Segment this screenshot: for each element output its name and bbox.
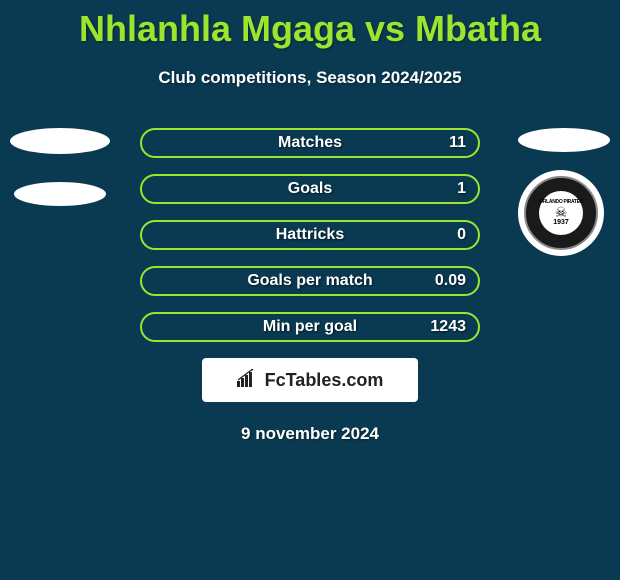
page-title: Nhlanhla Mgaga vs Mbatha bbox=[0, 0, 620, 50]
skull-icon: ☠ bbox=[555, 205, 568, 219]
stat-label: Matches bbox=[278, 134, 342, 152]
page-subtitle: Club competitions, Season 2024/2025 bbox=[0, 68, 620, 88]
right-player-badges: ORLANDO PIRATES ☠ 1937 bbox=[518, 128, 610, 256]
stat-value-right: 0.09 bbox=[435, 272, 466, 290]
stat-row-goals-per-match: Goals per match 0.09 bbox=[140, 266, 480, 296]
left-player-badges bbox=[10, 128, 110, 206]
club-badge-ring: ORLANDO PIRATES ☠ 1937 bbox=[524, 176, 598, 250]
stat-value-right: 1243 bbox=[430, 318, 466, 336]
club-year: 1937 bbox=[553, 219, 569, 226]
stats-container: ORLANDO PIRATES ☠ 1937 Matches 11 Goals … bbox=[0, 128, 620, 444]
stat-row-goals: Goals 1 bbox=[140, 174, 480, 204]
brand-text: FcTables.com bbox=[265, 370, 384, 391]
stat-value-right: 0 bbox=[457, 226, 466, 244]
stat-value-right: 1 bbox=[457, 180, 466, 198]
chart-icon bbox=[237, 369, 259, 392]
stat-row-matches: Matches 11 bbox=[140, 128, 480, 158]
stat-label: Goals bbox=[288, 180, 332, 198]
club-badge: ORLANDO PIRATES ☠ 1937 bbox=[518, 170, 604, 256]
footer-date: 9 november 2024 bbox=[0, 424, 620, 444]
stat-label: Goals per match bbox=[247, 272, 372, 290]
right-badge-1 bbox=[518, 128, 610, 152]
stat-label: Hattricks bbox=[276, 226, 344, 244]
club-badge-center: ORLANDO PIRATES ☠ 1937 bbox=[539, 191, 583, 235]
left-badge-2 bbox=[14, 182, 106, 206]
brand-logo: FcTables.com bbox=[202, 358, 418, 402]
stat-row-hattricks: Hattricks 0 bbox=[140, 220, 480, 250]
left-badge-1 bbox=[10, 128, 110, 154]
stat-label: Min per goal bbox=[263, 318, 357, 336]
stat-value-right: 11 bbox=[449, 134, 466, 152]
stat-row-min-per-goal: Min per goal 1243 bbox=[140, 312, 480, 342]
